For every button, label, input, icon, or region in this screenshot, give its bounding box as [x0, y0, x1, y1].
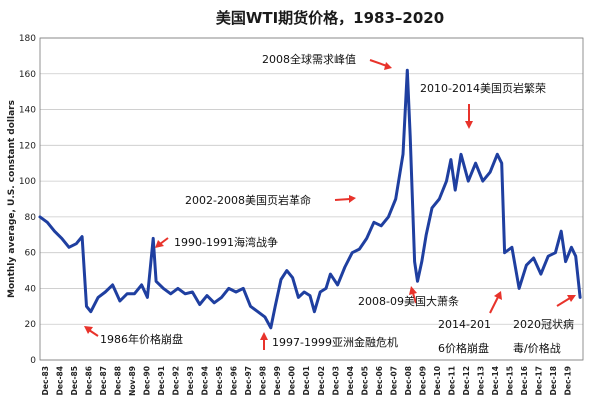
x-tick-label: Dec-97: [244, 366, 253, 395]
x-tick-label: Dec-86: [85, 366, 94, 395]
chart-title: 美国WTI期货价格，1983–2020: [216, 9, 444, 27]
annotation-1986: 1986年价格崩盘: [100, 332, 183, 346]
x-tick-label: Dec-84: [56, 366, 65, 395]
x-tick-label: Dec-93: [186, 366, 195, 395]
y-tick-label: 40: [25, 284, 37, 294]
arrow-1990-1991-head: [155, 240, 164, 248]
annotation-2014-2016-line2: 6价格崩盘: [438, 341, 489, 355]
x-tick-label: Dec-02: [317, 366, 326, 395]
x-tick-label: Dec-95: [215, 366, 224, 395]
x-tick-label: Dec-05: [360, 366, 369, 395]
x-tick-label: Dec-94: [201, 366, 210, 395]
annotation-2020-line1: 2020冠状病: [513, 317, 574, 331]
x-tick-label: Dec-14: [491, 366, 500, 395]
x-tick-label: Dec-13: [476, 366, 485, 395]
y-tick-label: 120: [19, 141, 36, 151]
x-tick-label: Dec-19: [563, 366, 572, 395]
arrow-2008-09-head: [409, 286, 417, 295]
x-axis-ticks: Dec-83 Dec-84 Dec-85 Dec-86 Dec-87 Dec-88 Nov-…: [41, 366, 572, 396]
y-tick-label: 100: [19, 177, 36, 187]
plot-frame: [39, 37, 584, 361]
arrow-2014-2016: [489, 296, 499, 314]
annotation-2010-2014: 2010-2014美国页岩繁荣: [420, 81, 546, 95]
arrow-2020: [556, 297, 571, 307]
x-tick-label: Dec-18: [549, 366, 558, 395]
wti-price-line: [38, 68, 582, 330]
x-tick-label: Dec-96: [230, 366, 239, 395]
x-tick-label: Dec-17: [534, 366, 543, 395]
arrow-1990-1991: [159, 237, 169, 245]
y-tick-label: 180: [19, 34, 36, 44]
arrow-2008-09: [412, 292, 417, 304]
annotation-2008-peak: 2008全球需求峰值: [262, 52, 356, 66]
x-tick-label: Dec-00: [288, 366, 297, 395]
x-tick-label: Dec-83: [41, 366, 50, 395]
arrow-2002-2008: [334, 198, 351, 201]
y-tick-label: 80: [25, 213, 37, 223]
annotation-2008-09: 2008-09美国大萧条: [358, 294, 459, 308]
y-axis-label: Monthly average, U.S. constant dollars: [7, 100, 17, 298]
annotations: 2008全球需求峰值 2010-2014美国页岩繁荣 2002-2008美国页岩…: [100, 52, 574, 355]
x-tick-label: Dec-16: [520, 366, 529, 395]
x-tick-label: Dec-12: [462, 366, 471, 395]
y-tick-label: 20: [25, 320, 37, 330]
x-tick-label: Dec-06: [375, 366, 384, 395]
y-tick-label: 140: [19, 106, 36, 116]
annotation-2002-2008: 2002-2008美国页岩革命: [185, 193, 311, 207]
x-tick-label: Dec-08: [404, 366, 413, 395]
x-tick-label: Dec-91: [157, 366, 166, 395]
y-tick-label: 60: [25, 249, 37, 259]
x-tick-label: Dec-09: [418, 366, 427, 395]
arrow-2020-head: [567, 295, 576, 302]
annotation-2020-line2: 毒/价格战: [513, 341, 561, 355]
x-tick-label: Dec-04: [346, 366, 355, 395]
x-tick-label: Dec-07: [389, 366, 398, 395]
x-tick-label: Dec-85: [70, 366, 79, 395]
arrow-1986-head: [84, 326, 93, 334]
x-tick-label: Dec-03: [331, 366, 340, 395]
annotation-1997-1999: 1997-1999亚洲金融危机: [272, 335, 398, 349]
x-tick-label: Dec-90: [143, 366, 152, 395]
x-tick-label: Dec-99: [273, 366, 282, 395]
x-tick-label: Dec-11: [447, 366, 456, 395]
x-tick-label: Dec-88: [114, 366, 123, 395]
arrow-2008-peak-head: [384, 62, 392, 70]
arrow-2002-2008-head: [349, 195, 356, 203]
x-tick-label: Dec-92: [172, 366, 181, 395]
y-tick-label: 0: [30, 356, 36, 366]
annotation-2014-2016-line1: 2014-201: [438, 318, 491, 331]
arrow-1986: [88, 329, 99, 337]
y-axis-ticks: 0 20 40 60 80 100 120 140 160 180: [19, 34, 36, 366]
x-tick-label: Dec-15: [505, 366, 514, 395]
annotation-1990-1991: 1990-1991海湾战争: [174, 235, 278, 249]
x-tick-label: Dec-98: [259, 366, 268, 395]
annotation-arrows: [84, 59, 576, 350]
x-tick-label: Dec-10: [433, 366, 442, 395]
arrow-2010-2014-head: [465, 121, 473, 129]
x-tick-label: Dec-87: [99, 366, 108, 395]
y-tick-label: 160: [19, 70, 36, 80]
arrow-2014-2016-head: [494, 291, 502, 300]
arrow-2008-peak: [369, 59, 388, 67]
x-tick-label: Nov-89: [128, 366, 137, 396]
arrow-1997-1999-head: [260, 332, 268, 340]
x-tick-label: Dec-01: [302, 366, 311, 395]
